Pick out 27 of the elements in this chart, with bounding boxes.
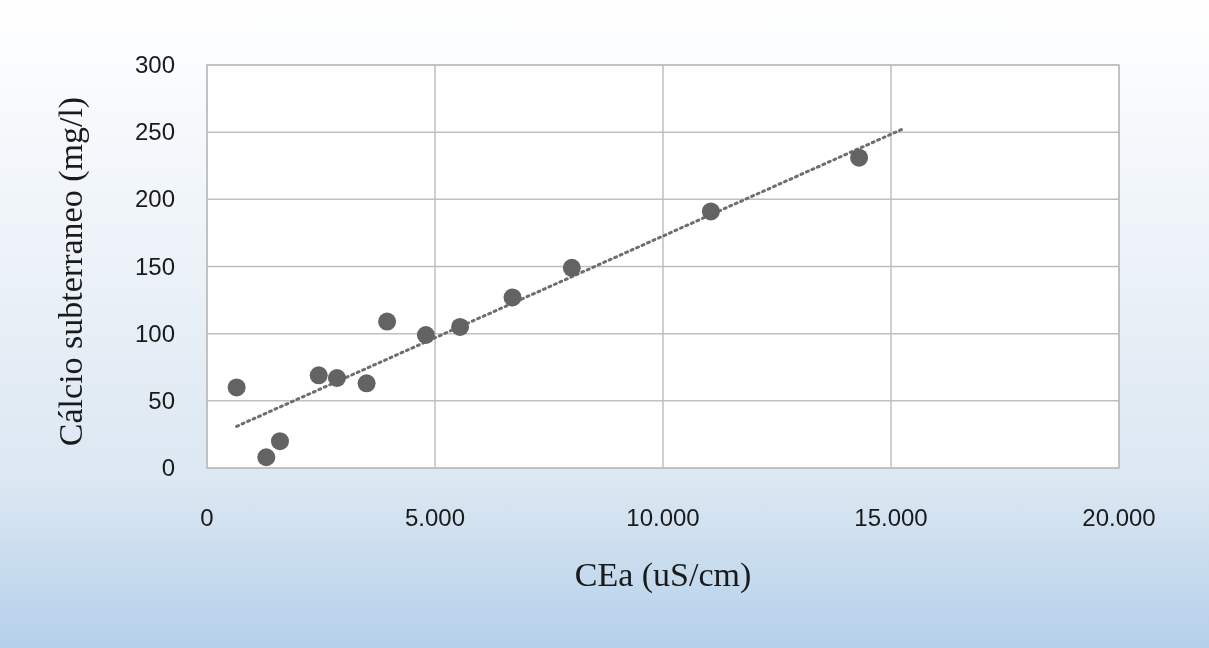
x-tick-label: 10.000 xyxy=(626,504,700,531)
x-tick-label: 20.000 xyxy=(1082,504,1156,531)
y-tick-label: 100 xyxy=(134,319,175,347)
point xyxy=(503,288,522,307)
point xyxy=(257,448,276,467)
point xyxy=(270,432,289,451)
point xyxy=(357,374,376,393)
point xyxy=(850,148,869,167)
y-tick-label: 0 xyxy=(161,454,175,481)
y-tick-label: 150 xyxy=(134,252,175,280)
x-axis-title: CEa (uS/cm) xyxy=(574,556,752,594)
point xyxy=(416,326,435,345)
y-tick-label: 300 xyxy=(134,51,175,78)
x-tick-label: 15.000 xyxy=(854,504,928,531)
point xyxy=(227,378,246,397)
point xyxy=(562,258,581,277)
point xyxy=(327,369,346,387)
y-axis-title: Cálcio subterraneo (mg/l) xyxy=(52,96,90,447)
point xyxy=(309,366,328,385)
y-tick-label: 200 xyxy=(134,185,175,213)
point xyxy=(701,202,720,221)
x-tick-label: 0 xyxy=(200,504,214,531)
y-tick-label: 50 xyxy=(148,386,175,414)
point xyxy=(451,317,470,336)
x-tick-label: 5.000 xyxy=(404,504,466,531)
y-tick-label: 250 xyxy=(134,118,175,146)
point xyxy=(378,312,397,331)
